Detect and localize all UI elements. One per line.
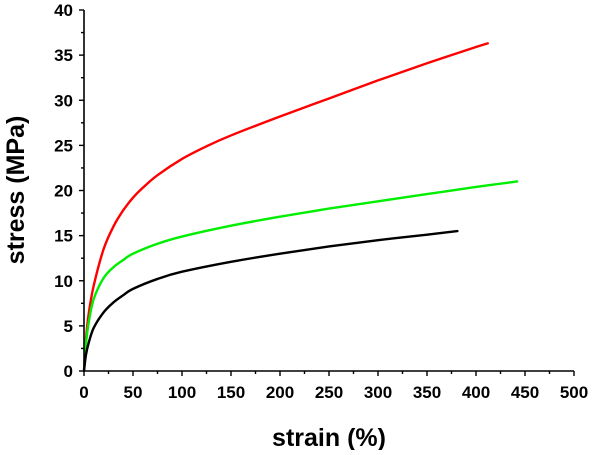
y-tick-label: 35 [54, 46, 73, 65]
x-tick-label: 300 [364, 383, 392, 402]
x-tick-label: 250 [315, 383, 343, 402]
x-tick-label: 450 [511, 383, 539, 402]
x-axis-title: strain (%) [272, 424, 386, 450]
y-tick-label: 5 [64, 317, 73, 336]
y-tick-label: 25 [54, 136, 73, 155]
y-tick-label: 0 [64, 362, 73, 381]
y-tick-label: 30 [54, 91, 73, 110]
x-tick-label: 150 [217, 383, 245, 402]
series-green-curve [82, 180, 519, 373]
y-tick-label: 40 [54, 1, 73, 20]
x-tick-label: 500 [560, 383, 588, 402]
y-tick-label: 10 [54, 272, 73, 291]
series-red-curve [82, 42, 489, 373]
series-black-curve [82, 229, 459, 373]
y-axis-title: stress (MPa) [2, 116, 30, 265]
x-tick-label: 0 [79, 383, 88, 402]
axes-layer [83, 10, 574, 372]
y-tick-label: 15 [54, 227, 73, 246]
x-tick-label: 350 [413, 383, 441, 402]
x-tick-label: 50 [124, 383, 143, 402]
y-tick-label: 20 [54, 182, 73, 201]
x-tick-label: 400 [462, 383, 490, 402]
ticks-layer: 0 50 100 150 200 250 300 350 400 450 500 0 5 10 15 20 25… [54, 1, 588, 402]
x-tick-label: 200 [266, 383, 294, 402]
series-layer [82, 42, 519, 373]
x-tick-label: 100 [168, 383, 196, 402]
